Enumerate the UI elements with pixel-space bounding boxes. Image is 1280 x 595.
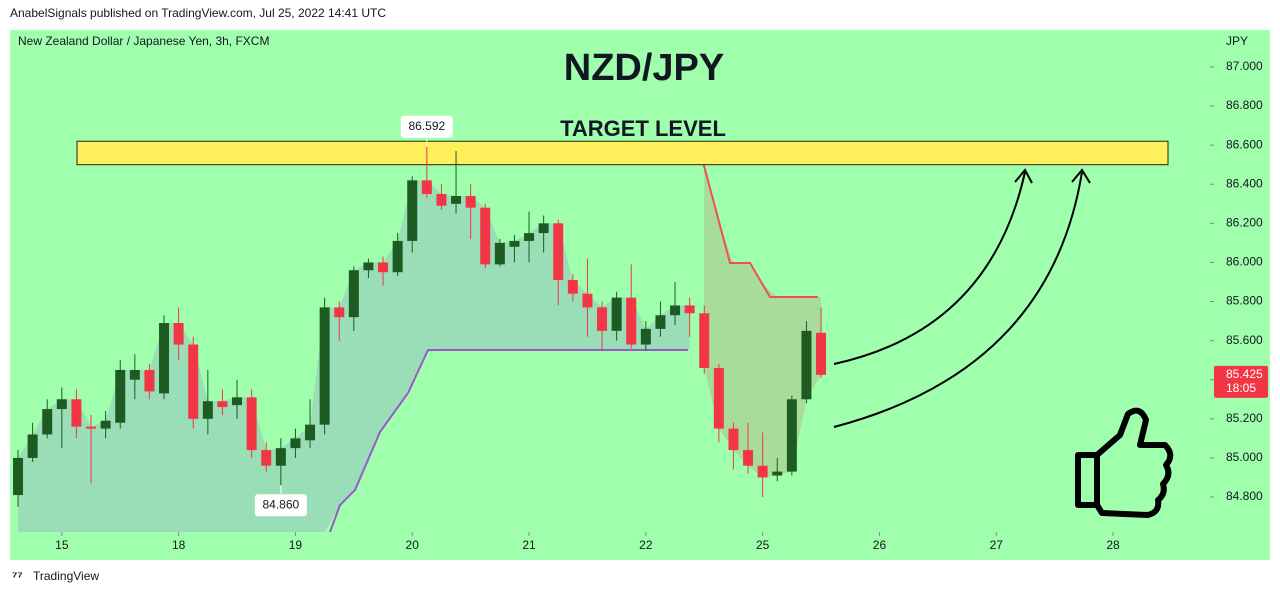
symbol-description: New Zealand Dollar / Japanese Yen, 3h, F… (18, 34, 269, 48)
candle-body (465, 195, 476, 208)
candle-body (305, 424, 316, 441)
candle-body (538, 223, 549, 234)
x-tick-label: 28 (1106, 538, 1120, 552)
candle-body (144, 369, 155, 392)
candle-body (261, 450, 272, 466)
candle-body (115, 369, 126, 423)
header: AnabelSignals published on TradingView.c… (10, 6, 386, 20)
candle-body (188, 344, 199, 419)
last-price-box (1214, 365, 1268, 398)
candle-body (319, 307, 330, 425)
candle-body (159, 323, 170, 394)
candle-body (42, 409, 53, 435)
x-tick-label: 21 (522, 538, 536, 552)
candle-body (713, 367, 724, 429)
candle-body (611, 297, 622, 331)
candle-body (524, 233, 535, 241)
footer: TradingView (33, 569, 99, 583)
target-zone (76, 140, 1169, 166)
y-tick-label: 85.000 (1226, 450, 1263, 464)
last-price-label: 85.425 (1226, 367, 1263, 381)
candle-body (553, 223, 564, 281)
candle-body (816, 332, 827, 375)
candle-body (392, 240, 403, 273)
candle-body (363, 262, 374, 271)
candle-body (217, 401, 228, 408)
y-tick-label: 86.800 (1226, 98, 1263, 112)
y-tick-label: 85.800 (1226, 294, 1263, 308)
annotation: TARGET LEVEL (560, 116, 726, 141)
candle-body (232, 397, 243, 406)
candle-body (129, 369, 140, 380)
x-tick-label: 27 (990, 538, 1004, 552)
candle-body (480, 207, 491, 265)
candle-body (86, 426, 97, 429)
support-fill (18, 180, 690, 532)
y-tick-label: 85.200 (1226, 411, 1263, 425)
high-label-box (400, 115, 453, 138)
candle-body (582, 293, 593, 308)
candle-body (640, 328, 651, 345)
candle-body (670, 305, 681, 316)
candle-body (421, 180, 432, 195)
candle-body (27, 434, 38, 458)
logo-mark: ⁷⁷ (12, 568, 23, 583)
x-tick-label: 19 (289, 538, 303, 552)
thumbs-up-icon (1075, 407, 1174, 518)
low-label: 84.860 (262, 497, 299, 511)
candle-body (772, 471, 783, 476)
x-tick-label: 22 (639, 538, 653, 552)
y-tick-label: 86.000 (1226, 255, 1263, 269)
y-tick-label: 86.200 (1226, 216, 1263, 230)
y-tick-label: 86.600 (1226, 137, 1263, 151)
x-tick-label: 20 (406, 538, 420, 552)
candle-body (699, 313, 710, 368)
candle-body (13, 457, 24, 496)
chart-title: NZD/JPY (564, 47, 724, 89)
curved-arrows (833, 168, 1091, 428)
candle-body (173, 323, 184, 345)
support-line (329, 349, 688, 533)
candle-body (655, 315, 666, 329)
candle-body (71, 399, 82, 427)
candle-body (567, 280, 578, 294)
x-tick-label: 25 (756, 538, 770, 552)
candle-body (56, 399, 67, 410)
candle-body (684, 305, 695, 314)
y-tick-label: 86.400 (1226, 176, 1263, 190)
candle-body (597, 307, 608, 331)
resistance-line (702, 161, 818, 298)
candle-body (728, 428, 739, 451)
candle-body (290, 438, 301, 449)
high-label: 86.592 (408, 119, 445, 133)
candle-body (100, 420, 111, 429)
candle-body (626, 297, 637, 345)
candle-body (334, 307, 345, 318)
y-tick-label: 87.000 (1226, 59, 1263, 73)
candle-body (494, 242, 505, 265)
candle-body (202, 401, 213, 419)
countdown-label: 18:05 (1226, 381, 1256, 395)
candle-body (786, 399, 797, 472)
candle-body (436, 194, 447, 206)
candle-body (246, 397, 257, 451)
currency-label: JPY (1226, 34, 1248, 48)
x-tick-label: 15 (55, 538, 69, 552)
x-tick-label: 26 (873, 538, 887, 552)
candle-body (378, 262, 389, 273)
candle-body (509, 240, 520, 247)
candle-body (743, 450, 754, 466)
x-tick-label: 18 (172, 538, 186, 552)
candle-body (275, 448, 286, 466)
candle-body (757, 465, 768, 478)
y-tick-label: 85.600 (1226, 333, 1263, 347)
y-tick-label: 84.800 (1226, 489, 1263, 503)
candle-body (407, 180, 418, 241)
candle-body (451, 195, 462, 204)
candle-body (801, 330, 812, 400)
low-label-box (254, 494, 307, 517)
candle-body (348, 270, 359, 318)
